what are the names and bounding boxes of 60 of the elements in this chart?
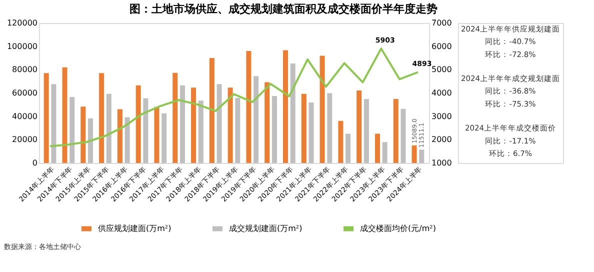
y2-tick-label: 2000 xyxy=(432,135,452,144)
y2-tick-label: 6000 xyxy=(432,42,452,51)
bar xyxy=(198,100,204,163)
y2-tick-label: 3000 xyxy=(432,112,452,121)
bar xyxy=(180,85,185,163)
bar xyxy=(209,58,214,163)
bar xyxy=(44,73,49,163)
bar xyxy=(143,98,148,163)
y-tick-label: 80000 xyxy=(12,65,38,74)
bar xyxy=(235,98,240,163)
bar xyxy=(191,88,196,163)
legend-label: 成交规划建面(万m²) xyxy=(229,224,302,233)
bar xyxy=(400,108,406,163)
bar xyxy=(374,134,380,163)
bar xyxy=(364,98,369,163)
bar xyxy=(338,120,344,163)
bar xyxy=(51,84,56,163)
bar xyxy=(228,88,233,163)
y2-tick-label: 7000 xyxy=(432,18,452,28)
y-tick-label: 100000 xyxy=(6,42,38,51)
y-tick-label: 120000 xyxy=(6,18,38,28)
chart-title: 图：土地市场供应、成交规划建筑面积及成交楼面价半年度走势 xyxy=(130,2,438,16)
bar xyxy=(254,76,259,163)
bar xyxy=(117,109,122,163)
bar xyxy=(320,56,325,163)
y2-tick-label: 4000 xyxy=(432,88,452,98)
bar xyxy=(412,145,417,163)
bar xyxy=(162,113,167,163)
bar xyxy=(301,94,306,163)
bar xyxy=(106,94,112,163)
bar xyxy=(419,150,424,163)
bar xyxy=(136,85,141,163)
bar xyxy=(246,51,252,163)
bar xyxy=(283,50,288,163)
bar xyxy=(172,72,178,163)
bar xyxy=(70,96,75,163)
y2-tick-label: 1000 xyxy=(432,158,452,168)
legend-label: 成交楼面均价(元/m²) xyxy=(360,224,436,233)
y-tick-label: 0 xyxy=(32,158,38,168)
bar xyxy=(264,82,270,163)
legend-label: 供应规划建面(万m²) xyxy=(98,224,172,233)
y-tick-label: 40000 xyxy=(12,112,38,121)
bar xyxy=(356,90,362,163)
bar xyxy=(154,107,160,163)
bar xyxy=(308,102,314,163)
bar xyxy=(327,93,332,163)
y2-tick-label: 5000 xyxy=(432,65,452,74)
bar xyxy=(99,73,104,163)
bar xyxy=(80,106,86,163)
bar xyxy=(393,98,398,163)
bar xyxy=(382,142,388,163)
bar xyxy=(346,134,351,163)
bar xyxy=(124,117,130,163)
y-tick-label: 60000 xyxy=(12,88,38,98)
bar xyxy=(62,67,68,163)
bar xyxy=(272,96,277,163)
bar xyxy=(216,84,222,163)
bar xyxy=(88,118,94,163)
y-tick-label: 20000 xyxy=(12,135,38,144)
bar xyxy=(290,63,296,163)
